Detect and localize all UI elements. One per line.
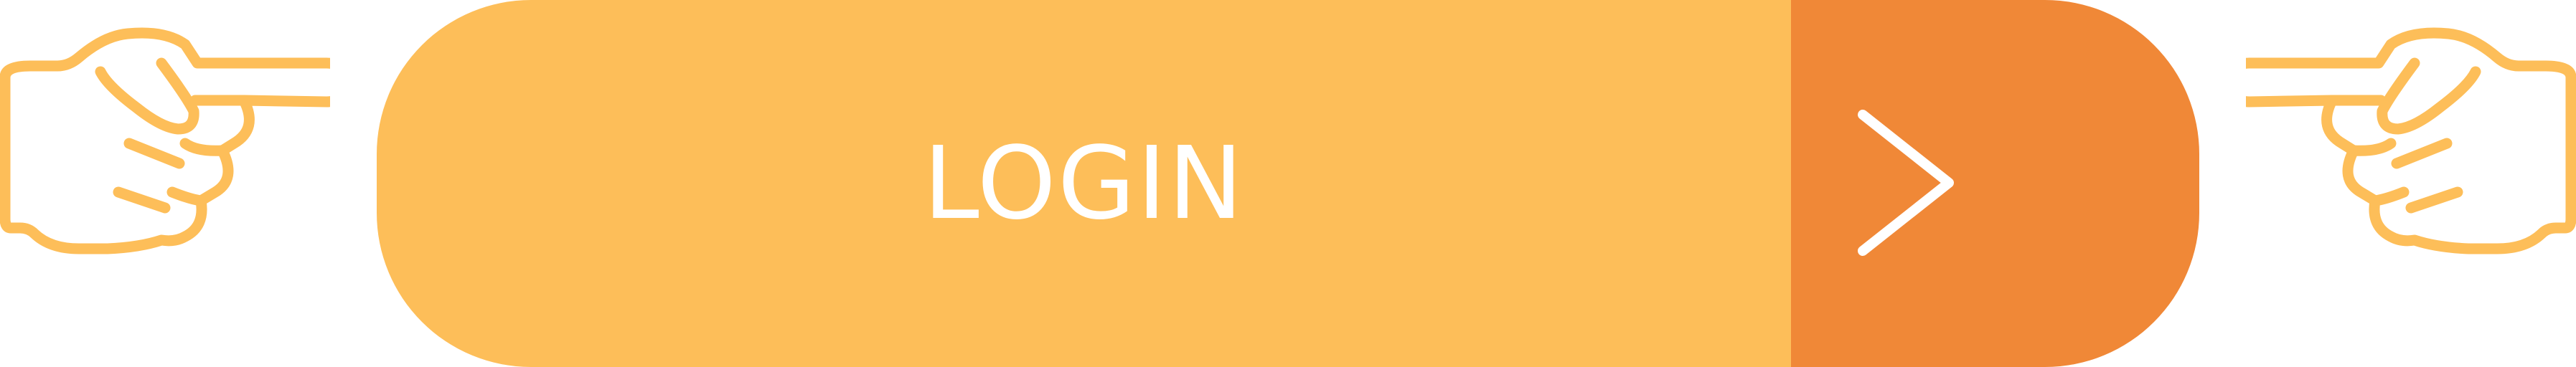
login-label: LOGIN (923, 125, 1245, 242)
login-arrow-area[interactable] (1791, 0, 2199, 367)
pointing-hand-left-icon (2246, 0, 2576, 367)
login-button-body[interactable]: LOGIN (377, 0, 1791, 367)
pointing-hand-right-icon (0, 0, 330, 367)
login-button[interactable]: LOGIN (377, 0, 2199, 367)
chevron-right-icon (1858, 110, 1954, 256)
